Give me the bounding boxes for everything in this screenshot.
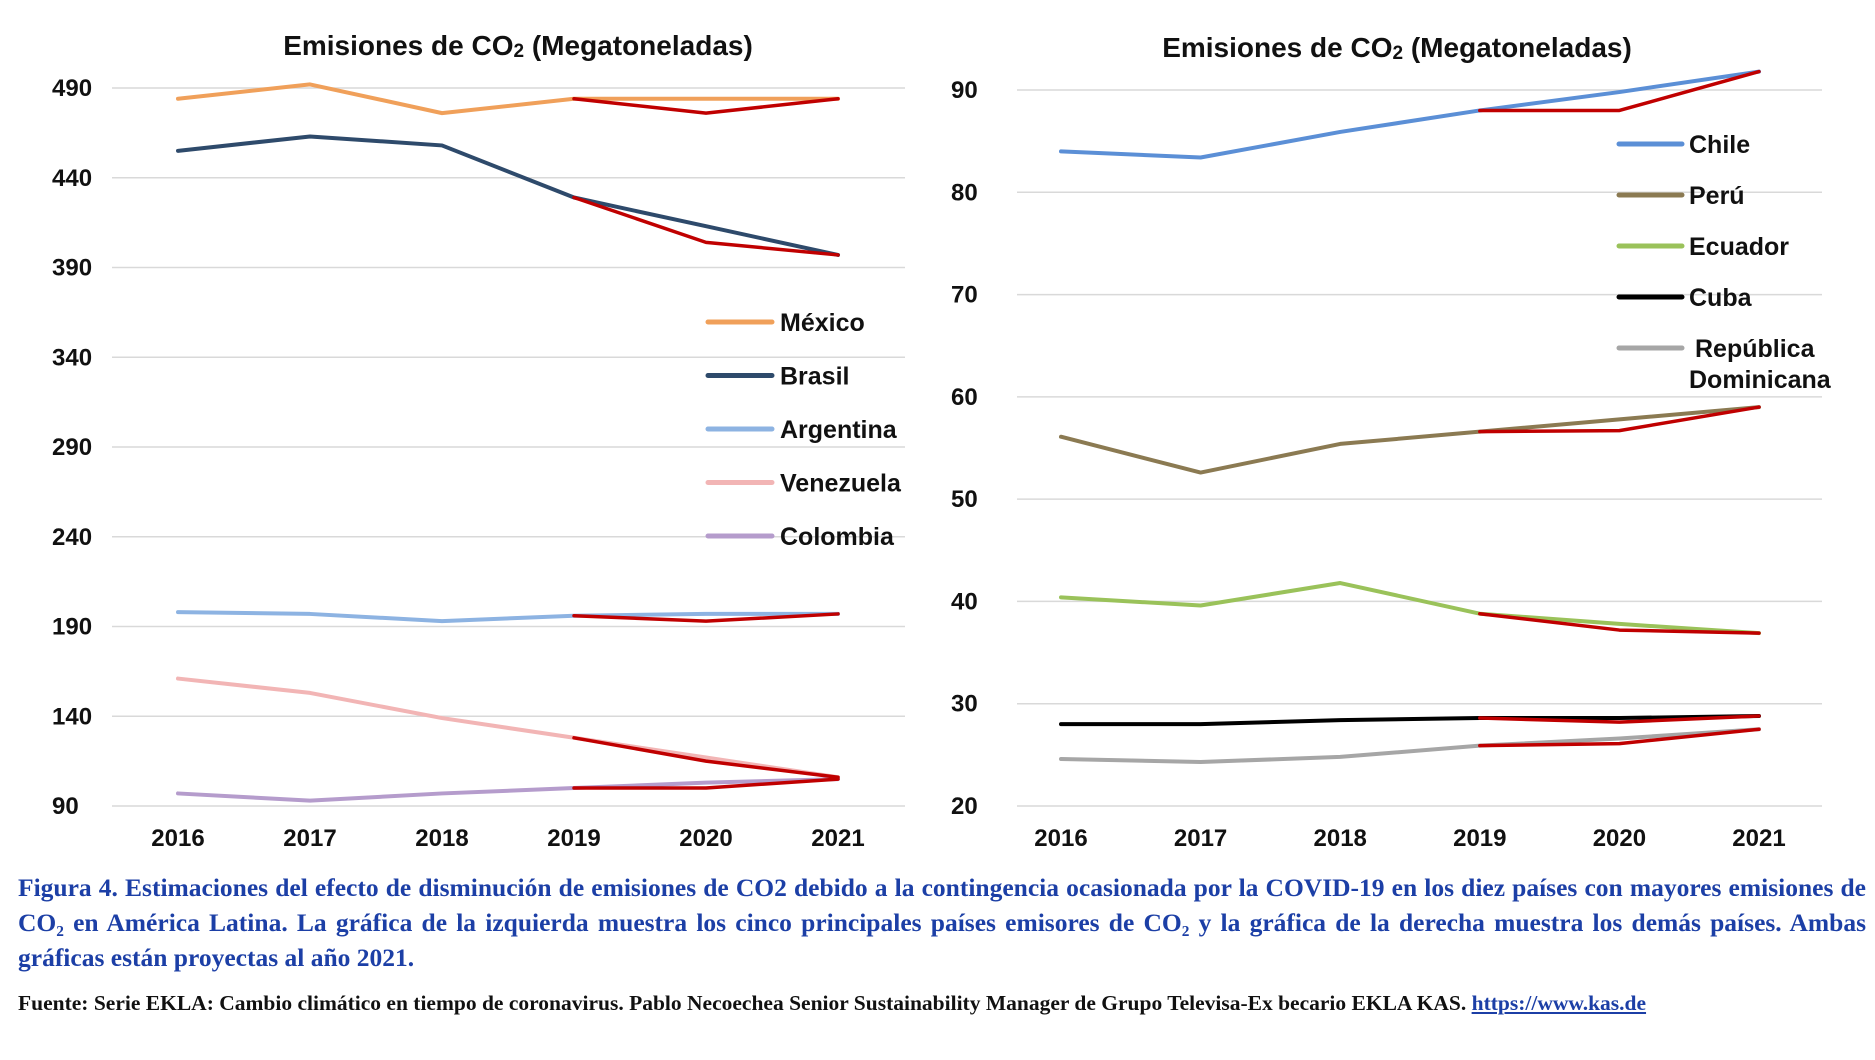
y-tick-label: 30 xyxy=(951,691,978,718)
source-text: Fuente: Serie EKLA: Cambio climático en … xyxy=(18,991,1467,1015)
y-tick-label: 240 xyxy=(52,524,92,551)
chart-title: Emisiones de CO2 (Megatoneladas) xyxy=(283,30,753,62)
x-tick-label: 2019 xyxy=(1453,825,1506,852)
legend-label: Argentina xyxy=(780,416,898,444)
legend-label: México xyxy=(780,309,865,337)
series-line xyxy=(1059,727,1761,765)
x-tick-label: 2019 xyxy=(547,825,600,852)
y-tick-label: 50 xyxy=(951,486,978,513)
y-tick-label: 90 xyxy=(52,793,79,820)
covid-projection-line xyxy=(572,777,840,790)
x-tick-label: 2021 xyxy=(1732,825,1785,852)
legend-label: Chile xyxy=(1689,131,1750,159)
y-tick-label: 40 xyxy=(951,588,978,615)
x-tick-label: 2018 xyxy=(415,825,468,852)
y-tick-label: 190 xyxy=(52,614,92,641)
series-line xyxy=(1059,713,1761,727)
y-tick-label: 60 xyxy=(951,384,978,411)
x-tick-label: 2017 xyxy=(283,825,336,852)
y-tick-label: 490 xyxy=(52,75,92,102)
y-tick-label: 80 xyxy=(951,179,978,206)
covid-projection-line xyxy=(572,195,840,257)
legend-label: Cuba xyxy=(1689,284,1753,312)
chart-left: Emisiones de CO2 (Megatoneladas) 490 440 39… xyxy=(52,30,905,852)
series-line xyxy=(1059,69,1761,160)
series-line xyxy=(176,610,840,624)
covid-projection-line xyxy=(572,612,840,623)
series-line xyxy=(176,777,840,803)
legend-label: Ecuador xyxy=(1689,233,1789,261)
covid-projection-line xyxy=(1478,405,1761,434)
legend-label: Venezuela xyxy=(780,470,902,498)
covid-projection-line xyxy=(1478,714,1761,724)
y-tick-label: 90 xyxy=(951,77,978,104)
x-tick-label: 2020 xyxy=(1593,825,1646,852)
y-tick-label: 440 xyxy=(52,165,92,192)
series-line xyxy=(176,134,840,257)
source-link[interactable]: https://www.kas.de xyxy=(1471,991,1647,1015)
x-tick-label: 2016 xyxy=(151,825,204,852)
y-tick-label: 290 xyxy=(52,434,92,461)
series-line xyxy=(176,82,840,116)
x-tick-label: 2017 xyxy=(1174,825,1227,852)
x-tick-label: 2016 xyxy=(1034,825,1087,852)
y-tick-label: 140 xyxy=(52,703,92,730)
x-tick-label: 2018 xyxy=(1314,825,1367,852)
y-tick-label: 70 xyxy=(951,282,978,309)
legend-label: Brasil xyxy=(780,363,849,391)
y-tick-label: 20 xyxy=(951,793,978,820)
chart-title: Emisiones de CO2 (Megatoneladas) xyxy=(1162,32,1632,64)
x-tick-label: 2021 xyxy=(811,825,864,852)
figure-caption: Figura 4. Estimaciones del efecto de dis… xyxy=(18,873,1866,972)
figure-source: Fuente: Serie EKLA: Cambio climático en … xyxy=(18,988,1866,1018)
series-line xyxy=(1059,405,1761,475)
legend-label: Colombia xyxy=(780,523,895,551)
legend-label: República Dominicana xyxy=(1689,335,1832,394)
series-line xyxy=(1059,581,1761,636)
covid-projection-line xyxy=(1478,69,1761,113)
series-line xyxy=(176,676,840,780)
y-tick-label: 390 xyxy=(52,255,92,282)
y-tick-label: 340 xyxy=(52,344,92,371)
covid-projection-line xyxy=(572,736,840,780)
covid-projection-line xyxy=(1478,611,1761,635)
x-tick-label: 2020 xyxy=(679,825,732,852)
chart-right: Emisiones de CO2 (Megatoneladas) 90 80 70 60… xyxy=(951,32,1832,852)
covid-projection-line xyxy=(572,97,840,115)
covid-projection-line xyxy=(1478,727,1761,748)
legend-label: Perú xyxy=(1689,182,1745,210)
